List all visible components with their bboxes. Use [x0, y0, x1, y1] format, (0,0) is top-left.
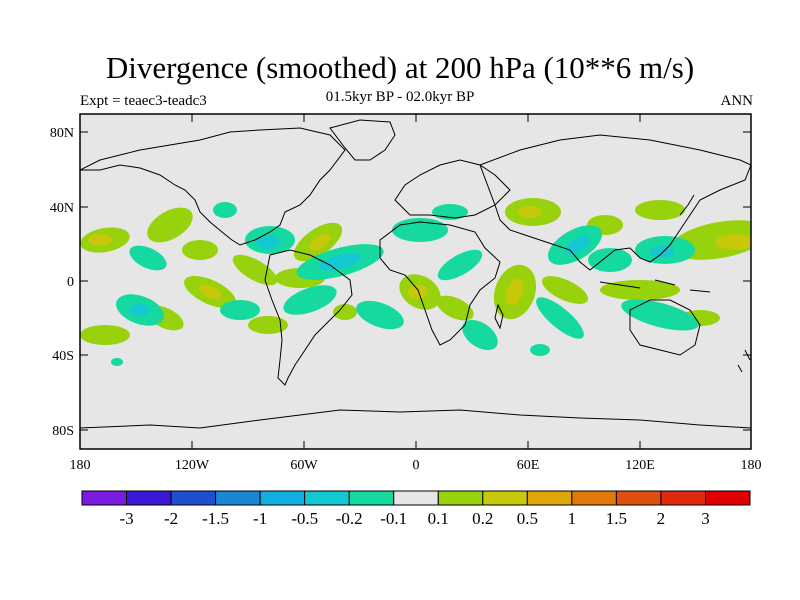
lon-tick-label: 180: [741, 458, 762, 473]
coastline-africa: [379, 221, 501, 346]
colorbar-swatch: [393, 490, 439, 506]
experiment-label: Expt = teaec3-teadc3: [80, 93, 207, 109]
coastline-madagascar: [494, 303, 504, 330]
colorbar-label: -0.2: [336, 509, 363, 528]
negative-core-areas: [130, 235, 674, 316]
latitude-axis: [80, 131, 751, 431]
lon-tick-label: 120W: [175, 458, 210, 473]
coastline-south-america: [264, 249, 353, 386]
coastline-antarctica: [80, 409, 751, 429]
colorbar-swatch: [81, 490, 128, 506]
lat-tick-label: 0: [67, 275, 74, 290]
lon-tick-label: 0: [413, 458, 420, 473]
colorbar-label: -1: [253, 509, 267, 528]
coastline-indonesia: [599, 279, 711, 293]
lon-tick-label: 60E: [517, 458, 540, 473]
colorbar-swatch: [215, 490, 261, 506]
lon-tick-label: 60W: [290, 458, 318, 473]
coastline-japan: [679, 194, 695, 216]
colorbar: -3 -2 -1.5 -1 -0.5 -0.2 -0.1 0.1 0.2 0.5 1 1.5 2 3: [81, 490, 751, 528]
colorbar-label: -3: [119, 509, 133, 528]
colorbar-swatch: [304, 490, 350, 506]
positive-core-areas: [88, 206, 751, 306]
colorbar-label: 2: [657, 509, 666, 528]
colorbar-swatch: [126, 490, 172, 506]
colorbar-label: -0.5: [291, 509, 318, 528]
colorbar-swatch: [704, 490, 751, 506]
colorbar-label: -2: [164, 509, 178, 528]
lat-tick-label: 40N: [50, 201, 74, 216]
coastline-australia: [629, 299, 701, 356]
colorbar-swatch: [482, 490, 528, 506]
coastline-europe: [394, 159, 511, 219]
coastline-asia: [479, 134, 751, 271]
lat-tick-label: 80N: [50, 126, 74, 141]
coastlines: [80, 119, 751, 429]
colorbar-swatch: [437, 490, 484, 506]
coastline-greenland: [329, 119, 396, 161]
colorbar-label: 0.1: [428, 509, 449, 528]
colorbar-swatch: [348, 490, 395, 506]
colorbar-label: 0.2: [472, 509, 493, 528]
colorbar-label: -1.5: [202, 509, 229, 528]
lat-tick-label: 80S: [52, 424, 74, 439]
plot-subtitle: 01.5kyr BP - 02.0kyr BP: [325, 89, 475, 105]
colorbar-swatch: [170, 490, 217, 506]
lon-tick-label: 120E: [625, 458, 655, 473]
colorbar-label: 0.5: [517, 509, 538, 528]
season-label: ANN: [720, 93, 754, 109]
longitude-axis: [191, 114, 641, 449]
lon-tick-label: 180: [70, 458, 91, 473]
coastline-north-america: [80, 127, 346, 246]
colorbar-swatch: [571, 490, 617, 506]
colorbar-swatch: [615, 490, 662, 506]
colorbar-swatch: [660, 490, 706, 506]
colorbar-swatch: [259, 490, 306, 506]
colorbar-label: 1: [568, 509, 577, 528]
lat-tick-label: 40S: [52, 349, 74, 364]
colorbar-label: 1.5: [606, 509, 627, 528]
colorbar-swatch: [526, 490, 573, 506]
colorbar-label: 3: [701, 509, 710, 528]
colorbar-label: -0.1: [380, 509, 407, 528]
plot-title: Divergence (smoothed) at 200 hPa (10**6 …: [105, 50, 695, 85]
